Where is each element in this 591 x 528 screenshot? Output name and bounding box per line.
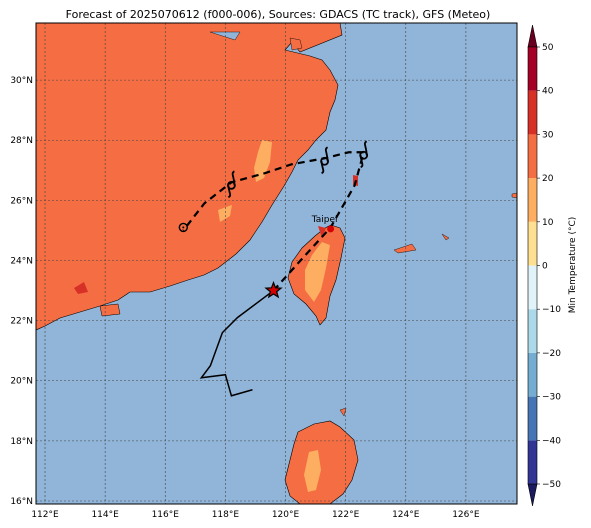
- colorbar-under-extension: [527, 483, 538, 507]
- lake: [209, 31, 241, 41]
- colorbar-segment: [528, 221, 537, 266]
- longitude-tick-label: 114°E: [91, 510, 119, 520]
- luzon-warm-zone: [304, 450, 321, 492]
- small-island: [99, 303, 121, 317]
- current-position-star: [264, 280, 283, 299]
- luzon-landmass: [284, 420, 359, 504]
- latitude-tick-label: 30°N: [10, 76, 33, 86]
- typhoon-symbol-icon: [227, 170, 236, 199]
- hot-spot: [318, 226, 326, 238]
- colorbar-tick-label: 50: [542, 43, 554, 53]
- colorbar-label: Min Temperature (°C): [568, 217, 578, 314]
- colorbar-segment: [528, 134, 537, 179]
- latitude-tick-label: 20°N: [10, 377, 33, 387]
- colorbar-tick-label: 0: [542, 262, 548, 272]
- latitude-tick-label: 24°N: [10, 256, 33, 266]
- lake: [289, 37, 303, 51]
- small-island: [339, 407, 347, 417]
- observed-track: [199, 289, 274, 397]
- longitude-tick-label: 120°E: [272, 510, 300, 520]
- colorbar-tick-label: −40: [542, 436, 561, 446]
- longitude-tick-label: 112°E: [31, 510, 59, 520]
- colorbar-tick-label: −20: [542, 349, 561, 359]
- longitude-tick-label: 124°E: [392, 510, 420, 520]
- colorbar-tick-label: −30: [542, 393, 561, 403]
- colorbar-over-extension: [527, 24, 538, 48]
- map-area: Taipei: [36, 23, 517, 504]
- latitude-tick-label: 22°N: [10, 317, 33, 327]
- colorbar-segment: [528, 440, 537, 484]
- colorbar-segment: [528, 265, 537, 310]
- map-frame: [35, 22, 518, 505]
- longitude-tick-label: 118°E: [212, 510, 240, 520]
- longitude-tick-label: 116°E: [152, 510, 180, 520]
- colorbar-tick-label: 30: [542, 130, 554, 140]
- ryukyu-island: [441, 233, 450, 241]
- latitude-tick-label: 18°N: [10, 437, 33, 447]
- mainland-china-landmass: [36, 23, 343, 331]
- ryukyu-island: [393, 243, 417, 254]
- figure-title: Forecast of 2025070612 (f000-006), Sourc…: [66, 8, 491, 21]
- colorbar-tick-label: 40: [542, 87, 554, 97]
- colorbar-segment: [528, 352, 537, 397]
- forecast-symbols: [178, 140, 369, 233]
- mainland-warm-zone: [254, 140, 272, 182]
- longitude-tick-labels: 112°E 114°E 116°E 118°E 120°E 122°E 124°E 126°E: [31, 510, 480, 520]
- mainland-warm-zone: [218, 205, 232, 222]
- forecast-track: [182, 151, 366, 292]
- gridlines: [36, 23, 517, 504]
- taipei-label: Taipei: [311, 215, 338, 225]
- typhoon-symbol-icon: [359, 140, 369, 169]
- latitude-tick-label: 26°N: [10, 196, 33, 206]
- latitude-tick-label: 28°N: [10, 136, 33, 146]
- taipei-marker: [327, 225, 335, 233]
- hot-spot: [74, 282, 88, 294]
- colorbar-tick-label: −50: [542, 480, 561, 490]
- longitude-tick-label: 122°E: [332, 510, 360, 520]
- longitude-tick-label: 126°E: [452, 510, 480, 520]
- colorbar-segment: [528, 47, 537, 91]
- colorbar-tick-label: −10: [542, 305, 561, 315]
- colorbar-tick-label: 20: [542, 174, 554, 184]
- typhoon-symbol-icon: [320, 146, 330, 175]
- colorbar-segment: [528, 178, 537, 222]
- colorbar: 50 40 30 20 10 0 −10 −20 −30 −40 −50: [527, 24, 561, 507]
- taiwan-warm-zone: [305, 242, 330, 302]
- colorbar-segment: [528, 90, 537, 135]
- low-pressure-symbol-icon: [178, 222, 189, 233]
- small-island: [511, 192, 517, 199]
- latitude-tick-label: 16°N: [10, 497, 33, 507]
- latitude-tick-labels: 16°N 18°N 20°N 22°N 24°N 26°N 28°N 30°N: [10, 76, 33, 507]
- colorbar-segment: [528, 396, 537, 441]
- colorbar-tick-label: 10: [542, 218, 554, 228]
- colorbar-segment: [528, 309, 537, 353]
